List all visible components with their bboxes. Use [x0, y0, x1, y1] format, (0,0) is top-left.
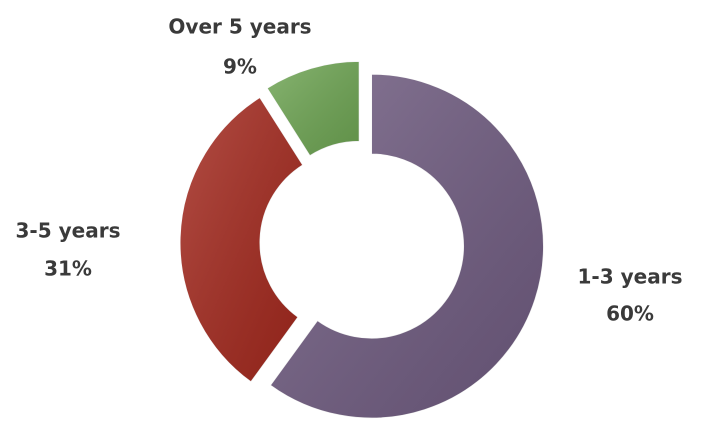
slice-value-label: 31%	[44, 257, 92, 281]
slice-value-label: 9%	[223, 55, 257, 79]
slice-label: 1-3 years	[578, 265, 683, 289]
slice-shade	[270, 74, 544, 419]
slice-label: Over 5 years	[168, 15, 311, 39]
slice-shade	[180, 97, 303, 382]
slice-label: 3-5 years	[16, 219, 121, 243]
slice-shade	[267, 61, 360, 156]
slice-value-label: 60%	[606, 302, 654, 326]
